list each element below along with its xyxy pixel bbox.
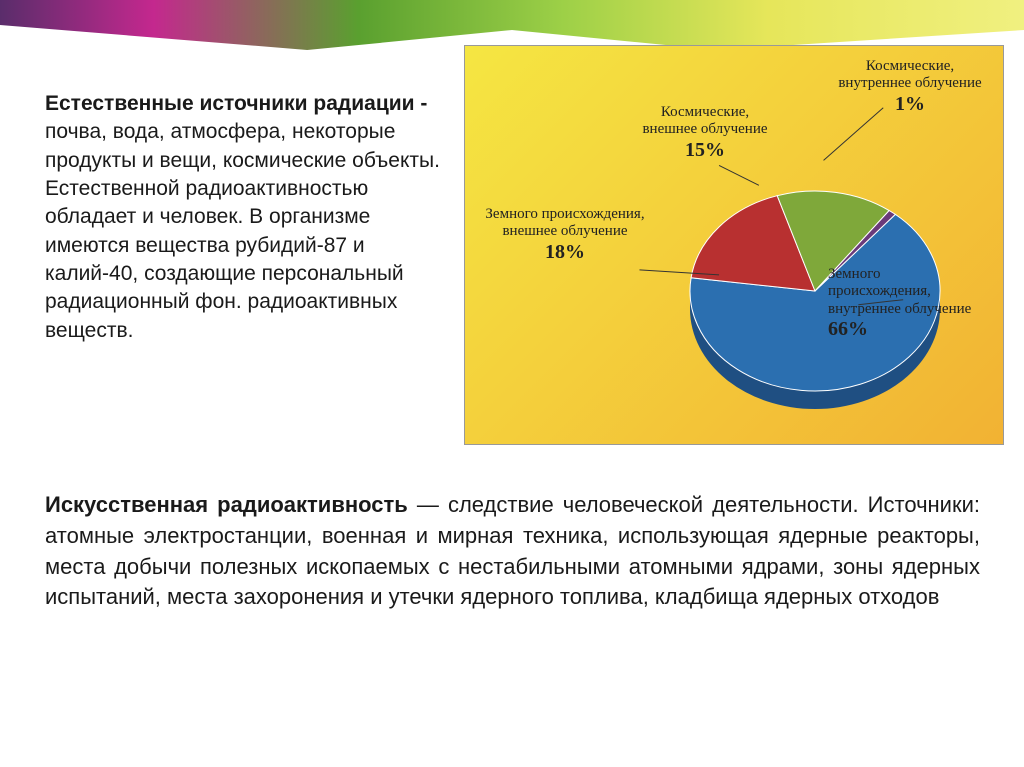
- slice-15-text: Космические, внешнее облучение: [635, 104, 775, 139]
- header-gradient: [0, 0, 1024, 50]
- slice-label-66: Земного происхождения, внутреннее облуче…: [828, 266, 978, 341]
- artificial-radiation-text: Искусственная радиоактивность — следстви…: [45, 490, 980, 613]
- text1-body: почва, вода, атмосфера, некоторые продук…: [45, 120, 440, 341]
- slice-label-1: Космические, внутреннее облучение 1%: [835, 58, 985, 116]
- slice-15-pct: 15%: [635, 139, 775, 162]
- text1-bold: Естественные источники радиации -: [45, 92, 427, 115]
- slice-label-15: Космические, внешнее облучение 15%: [635, 104, 775, 162]
- slice-1-pct: 1%: [835, 93, 985, 116]
- slice-label-18: Земного происхождения, внешнее облучение…: [485, 206, 645, 264]
- slice-18-text: Земного происхождения, внешнее облучение: [485, 206, 645, 241]
- slice-66-text: Земного происхождения, внутреннее облуче…: [828, 266, 978, 318]
- slice-1-text: Космические, внутреннее облучение: [835, 58, 985, 93]
- pie-chart-panel: Земного происхождения, внутреннее облуче…: [464, 45, 1004, 445]
- slice-66-pct: 66%: [828, 318, 978, 341]
- slice-18-pct: 18%: [485, 241, 645, 264]
- text2-bold: Искусственная радиоактивность: [45, 492, 408, 517]
- natural-radiation-text: Естественные источники радиации - почва,…: [45, 90, 445, 345]
